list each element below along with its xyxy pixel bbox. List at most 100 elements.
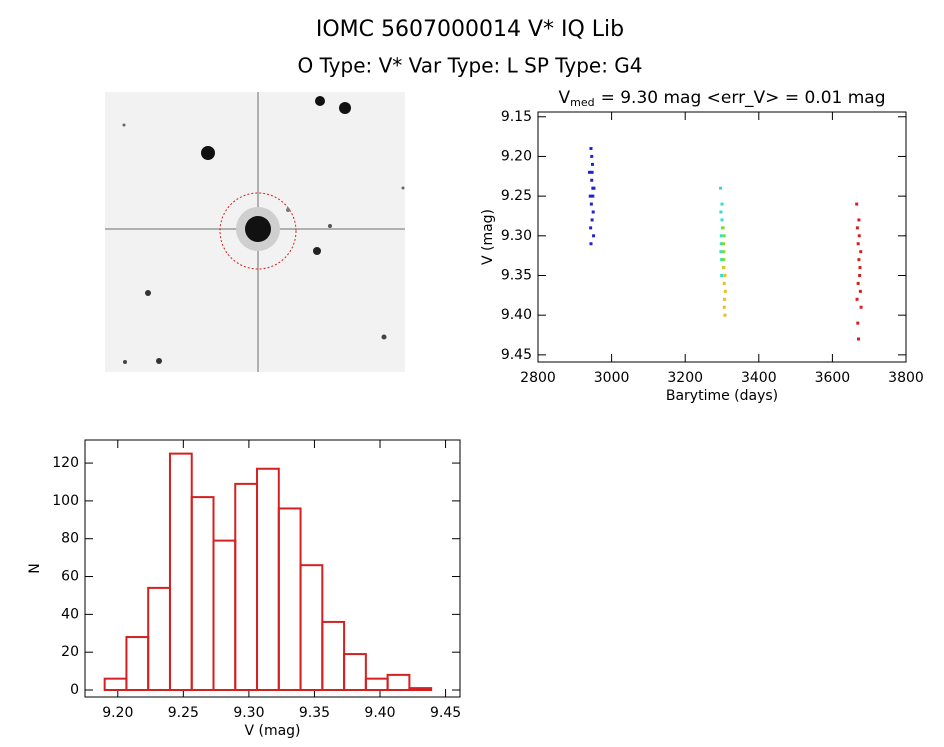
x-tick-label: 3800 bbox=[888, 370, 924, 386]
x-tick-label: 2800 bbox=[520, 370, 556, 386]
y-tick-label: 80 bbox=[61, 531, 79, 547]
star bbox=[245, 216, 271, 242]
data-point bbox=[719, 186, 723, 190]
title-part: med bbox=[570, 96, 594, 109]
data-point bbox=[721, 242, 725, 246]
data-point bbox=[720, 202, 724, 206]
data-point bbox=[855, 226, 859, 230]
data-point bbox=[723, 297, 727, 301]
star bbox=[201, 146, 215, 160]
histogram-bar bbox=[386, 673, 411, 692]
data-point bbox=[722, 234, 726, 238]
star bbox=[339, 102, 351, 114]
x-tick-label: 9.20 bbox=[102, 705, 133, 721]
data-point bbox=[590, 170, 594, 174]
histogram-bar bbox=[125, 636, 150, 692]
data-point bbox=[719, 234, 723, 238]
data-point bbox=[590, 178, 594, 182]
star bbox=[145, 290, 151, 296]
y-tick-label: 0 bbox=[70, 682, 79, 698]
star bbox=[381, 334, 387, 340]
data-point bbox=[722, 266, 726, 270]
data-point bbox=[855, 297, 859, 301]
sky-image bbox=[105, 92, 405, 372]
y-tick-label: 40 bbox=[61, 606, 79, 622]
histogram-bar bbox=[103, 677, 128, 692]
data-point bbox=[589, 202, 593, 206]
x-tick-label: 3400 bbox=[741, 370, 777, 386]
data-point bbox=[859, 250, 863, 254]
y-tick-label: 9.15 bbox=[501, 109, 532, 125]
histogram-bar bbox=[364, 677, 389, 692]
data-point bbox=[857, 337, 861, 341]
histogram-bar bbox=[321, 620, 346, 692]
data-point bbox=[720, 218, 724, 222]
histogram-bar bbox=[190, 496, 215, 692]
star bbox=[401, 186, 405, 190]
data-point bbox=[720, 273, 724, 277]
data-point bbox=[858, 273, 862, 277]
target-circle bbox=[219, 192, 297, 270]
y-tick-label: 9.35 bbox=[501, 267, 532, 283]
data-point bbox=[589, 226, 593, 230]
star bbox=[122, 123, 126, 127]
data-point bbox=[859, 305, 863, 309]
data-point bbox=[589, 242, 593, 246]
data-point bbox=[722, 281, 726, 285]
y-tick-label: 20 bbox=[61, 644, 79, 660]
x-tick-label: 9.35 bbox=[299, 705, 330, 721]
data-point bbox=[856, 321, 860, 325]
x-tick-label: 9.45 bbox=[430, 705, 461, 721]
data-point bbox=[592, 234, 596, 238]
data-point bbox=[723, 313, 727, 317]
histogram-bar bbox=[168, 452, 193, 692]
y-tick-label: 9.40 bbox=[501, 307, 532, 323]
data-point bbox=[719, 242, 723, 246]
page-subtitle: O Type: V* Var Type: L SP Type: G4 bbox=[297, 54, 642, 78]
title-part: = 9.30 mag <err_V> = 0.01 mag bbox=[601, 88, 886, 108]
data-point bbox=[720, 258, 724, 262]
data-point bbox=[719, 210, 723, 214]
x-tick-label: 9.40 bbox=[364, 705, 395, 721]
chart-title: Vmed = 9.30 mag <err_V> = 0.01 mag bbox=[558, 88, 885, 109]
x-tick-label: 9.30 bbox=[233, 705, 264, 721]
data-point bbox=[855, 202, 859, 206]
x-tick-label: 3200 bbox=[667, 370, 703, 386]
data-point bbox=[590, 162, 594, 166]
x-tick-label: 3600 bbox=[815, 370, 851, 386]
data-point bbox=[592, 186, 596, 190]
y-tick-label: 9.25 bbox=[501, 188, 532, 204]
y-tick-label: 120 bbox=[52, 455, 79, 471]
star bbox=[123, 360, 127, 364]
data-point bbox=[721, 226, 725, 230]
y-axis-label: N bbox=[27, 563, 43, 573]
data-point bbox=[722, 258, 726, 262]
data-point bbox=[722, 250, 726, 254]
x-axis-label: V (mag) bbox=[244, 723, 300, 739]
data-point bbox=[719, 250, 723, 254]
data-point bbox=[591, 194, 595, 198]
x-tick-label: 9.25 bbox=[168, 705, 199, 721]
y-tick-label: 60 bbox=[61, 569, 79, 585]
title-part: V bbox=[558, 88, 570, 108]
data-point bbox=[857, 258, 861, 262]
histogram-bar bbox=[299, 564, 324, 692]
x-axis-label: Barytime (days) bbox=[666, 388, 778, 404]
histogram-bar bbox=[343, 653, 367, 692]
data-point bbox=[590, 154, 594, 158]
data-point bbox=[857, 218, 861, 222]
y-tick-label: 9.30 bbox=[501, 228, 532, 244]
data-point bbox=[856, 242, 860, 246]
x-tick-label: 3000 bbox=[594, 370, 630, 386]
histogram-bar bbox=[277, 507, 302, 692]
y-tick-label: 9.20 bbox=[501, 148, 532, 164]
plot-frame bbox=[537, 111, 907, 363]
histogram-bar bbox=[256, 467, 280, 692]
data-point bbox=[858, 289, 862, 293]
histogram-bar bbox=[408, 687, 433, 692]
page-title: IOMC 5607000014 V* IQ Lib bbox=[316, 17, 624, 42]
data-point bbox=[723, 273, 727, 277]
data-point bbox=[858, 266, 862, 270]
y-axis-label: V (mag) bbox=[480, 209, 496, 265]
